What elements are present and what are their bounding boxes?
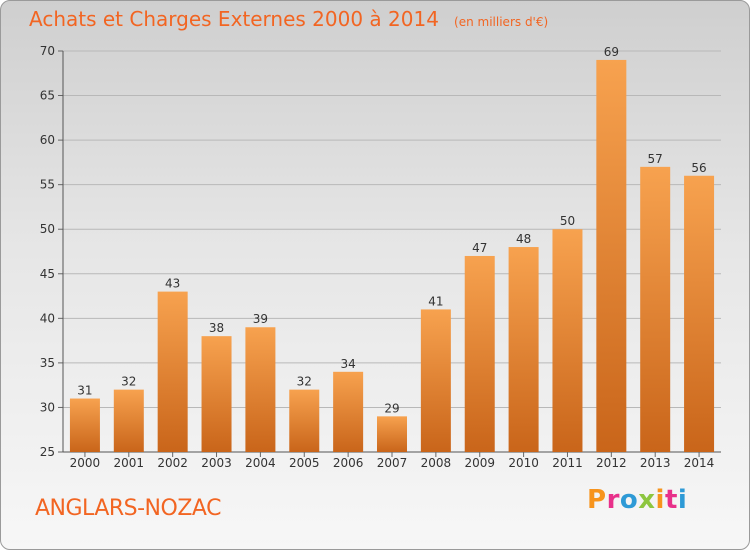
- proxiti-logo: Proxiti: [587, 485, 687, 515]
- logo-letter: o: [619, 485, 639, 515]
- x-tick-label: 2008: [421, 456, 452, 470]
- y-tick-label: 65: [40, 89, 55, 103]
- bar-2004: [245, 327, 276, 452]
- data-label: 56: [691, 161, 706, 175]
- logo-letter: r: [606, 485, 620, 515]
- x-tick-label: 2010: [508, 456, 539, 470]
- data-label: 48: [516, 232, 531, 246]
- bar-2000: [69, 398, 100, 452]
- data-label: 47: [472, 241, 487, 255]
- data-label: 69: [604, 45, 619, 59]
- data-label: 41: [428, 294, 443, 308]
- logo-letter: x: [638, 485, 656, 515]
- data-label: 38: [209, 321, 224, 335]
- x-tick-label: 2005: [289, 456, 320, 470]
- data-label: 32: [121, 375, 136, 389]
- x-tick-label: 2003: [201, 456, 232, 470]
- x-tick-label: 2012: [596, 456, 627, 470]
- label-layer: 25 30 35 40 45 50 55 60 65 70 31 2000 32 2001 43 2002 38…: [40, 44, 715, 470]
- logo-letter: t: [664, 485, 678, 515]
- bar-2001: [113, 389, 144, 452]
- bar-2008: [420, 309, 451, 452]
- x-tick-label: 2001: [114, 456, 145, 470]
- logo-letter: P: [587, 485, 607, 515]
- bar-2009: [464, 255, 495, 452]
- bar-2002: [157, 291, 188, 452]
- y-tick-label: 35: [40, 356, 55, 370]
- y-tick-label: 30: [40, 400, 55, 414]
- x-tick-label: 2009: [464, 456, 495, 470]
- x-tick-label: 2004: [245, 456, 276, 470]
- x-tick-label: 2013: [640, 456, 671, 470]
- logo-letter: i: [655, 485, 665, 515]
- y-tick-label: 45: [40, 267, 55, 281]
- bar-2014: [684, 175, 715, 452]
- x-tick-label: 2007: [377, 456, 408, 470]
- y-tick-label: 55: [40, 178, 55, 192]
- commune-name: ANGLARS-NOZAC: [35, 496, 221, 521]
- y-tick-label: 60: [40, 133, 55, 147]
- y-tick-label: 40: [40, 311, 55, 325]
- y-tick-label: 70: [40, 44, 55, 58]
- data-label: 43: [165, 277, 180, 291]
- x-tick-label: 2002: [157, 456, 188, 470]
- chart-title: Achats et Charges Externes 2000 à 2014: [29, 7, 439, 31]
- x-tick-label: 2006: [333, 456, 364, 470]
- data-label: 39: [253, 312, 268, 326]
- title-row: Achats et Charges Externes 2000 à 2014 (…: [29, 7, 548, 31]
- bar-2011: [552, 229, 583, 452]
- data-label: 57: [648, 152, 663, 166]
- data-label: 29: [384, 401, 399, 415]
- y-tick-label: 25: [40, 445, 55, 459]
- logo-letter: i: [677, 485, 688, 515]
- bar-2010: [508, 247, 539, 452]
- x-tick-label: 2000: [70, 456, 101, 470]
- chart-subtitle: (en milliers d'€): [454, 15, 549, 29]
- bar-2005: [289, 389, 320, 452]
- x-tick-label: 2014: [684, 456, 715, 470]
- bar-2006: [333, 371, 364, 452]
- bar-2012: [596, 59, 627, 453]
- data-label: 34: [340, 357, 355, 371]
- data-label: 32: [297, 375, 312, 389]
- y-tick-label: 50: [40, 222, 55, 236]
- bar-layer: [69, 59, 715, 453]
- x-tick-label: 2011: [552, 456, 583, 470]
- data-label: 31: [77, 384, 92, 398]
- bar-2007: [377, 416, 407, 452]
- bar-2003: [201, 336, 232, 452]
- data-label: 50: [560, 214, 575, 228]
- bar-2013: [640, 166, 671, 452]
